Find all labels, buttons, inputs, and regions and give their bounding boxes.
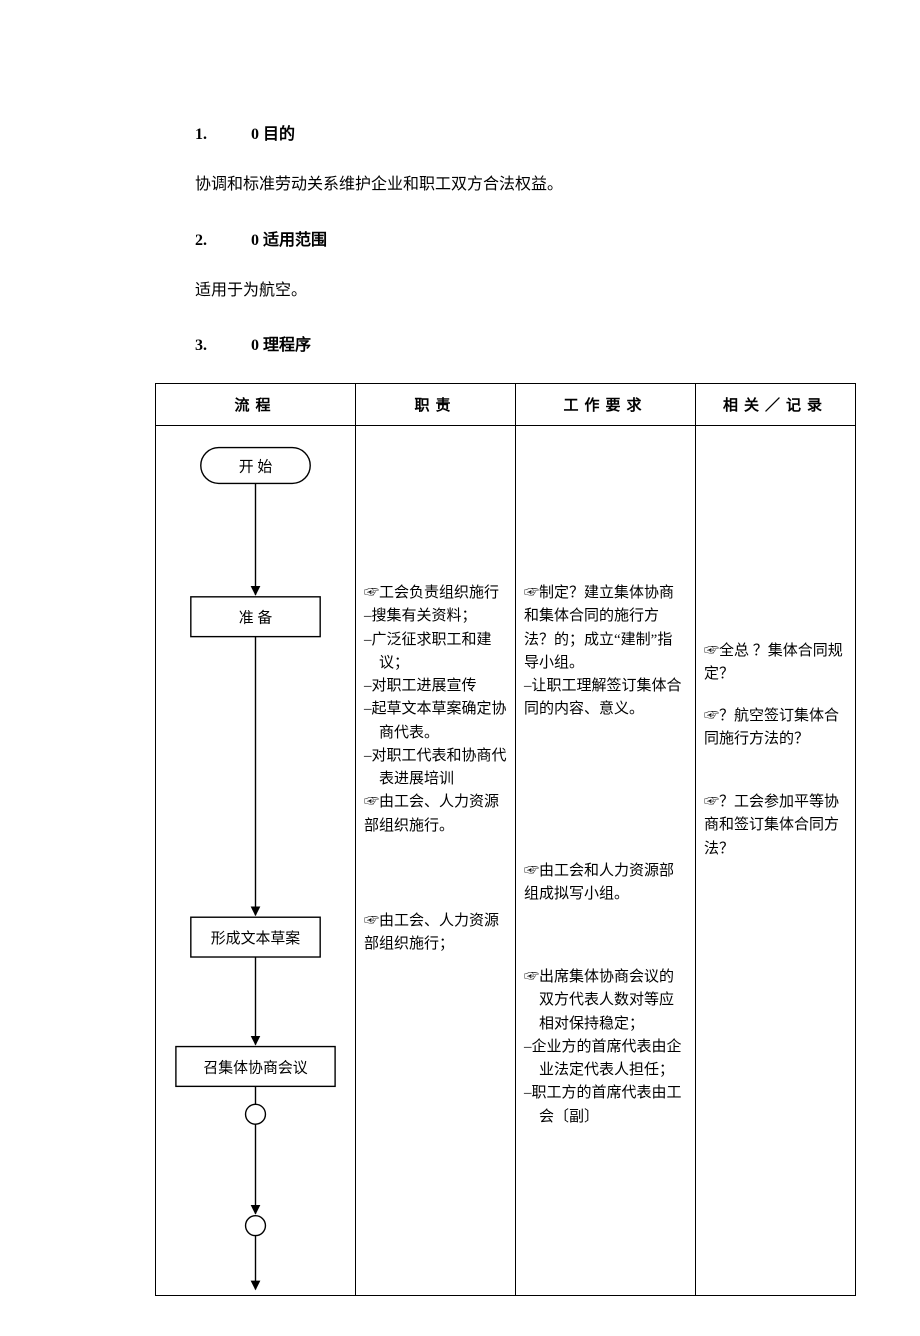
section-2-num: 2. (195, 232, 247, 250)
flow-node-meeting-label: 召集体协商会议 (203, 1060, 307, 1077)
rel-block: ☞全总 ？集体合同规定？ ☞？航空签订集体合同施行方法的？ ☞？工会参加平等协商… (704, 640, 847, 861)
rel-gap-2 (704, 751, 847, 791)
req-block-3: ☞出席集体协商会议的双方代表人数对等应相对保持稳定； –企业方的首席代表由企业法… (524, 966, 687, 1129)
rel-gap-1 (704, 687, 847, 705)
req-spacer-2 (524, 722, 687, 860)
section-2-title: 0 适用范围 (251, 232, 327, 249)
duty-b1-item-4: –对职工代表和协商代表进展培训 (364, 745, 507, 792)
req-cell: ☞制定？建立集体协商和集体合同的施行方法？的；成立“建制”指导小组。 –让职工理… (516, 426, 696, 1296)
flowchart-cell: 开 始 准 备 形成文本草案 (156, 426, 356, 1296)
col-req-header-text: 工作要求 (563, 398, 647, 414)
duty-b1-item-0: –搜集有关资料； (364, 605, 507, 628)
flow-node-start-label: 开 始 (239, 459, 273, 476)
req-r1a: ☞制定？建立集体协商和集体合同的施行方法？的；成立“建制”指导小组。 (524, 582, 687, 675)
section-3-title: 0 理程序 (251, 337, 311, 354)
section-1-heading: 1. 0 目的 (195, 120, 840, 144)
col-rel-header-text: 相关／记录 (723, 398, 828, 414)
req-r2: ☞由工会和人力资源部组成拟写小组。 (524, 860, 687, 907)
req-r3c: –职工方的首席代表由工会〔副〕 (524, 1082, 687, 1129)
duty-block-1: ☞工会负责组织施行 –搜集有关资料； –广泛征求职工和建议； –对职工进展宣传 … (364, 582, 507, 838)
req-spacer-3 (524, 906, 687, 966)
req-r3a: ☞出席集体协商会议的双方代表人数对等应相对保持稳定； (524, 966, 687, 1036)
col-flow-header: 流程 (156, 384, 356, 426)
rel-spacer-1 (704, 432, 847, 640)
section-1-text: 协调和标准劳动关系维护企业和职工双方合法权益。 (195, 172, 840, 198)
flow-node-draft-label: 形成文本草案 (211, 929, 301, 947)
flow-connector-2 (246, 1216, 266, 1236)
rel-l2: ☞？航空签订集体合同施行方法的？ (704, 705, 847, 752)
col-duty-header: 职责 (356, 384, 516, 426)
duty-spacer-2 (364, 838, 507, 910)
col-req-header: 工作要求 (516, 384, 696, 426)
duty-b1-item-1: –广泛征求职工和建议； (364, 629, 507, 676)
section-2-text: 适用于为航空。 (195, 278, 840, 304)
col-flow-header-text: 流程 (234, 398, 276, 414)
req-r1b: –让职工理解签订集体合同的内容、意义。 (524, 675, 687, 722)
duty-b1-item-3: –起草文本草案确定协商代表。 (364, 698, 507, 745)
duty-b1-list: –搜集有关资料； –广泛征求职工和建议； –对职工进展宣传 –起草文本草案确定协… (364, 605, 507, 791)
rel-cell: ☞全总 ？集体合同规定？ ☞？航空签订集体合同施行方法的？ ☞？工会参加平等协商… (696, 426, 856, 1296)
req-r3b: –企业方的首席代表由企业法定代表人担任； (524, 1036, 687, 1083)
procedure-table: 流程 职责 工作要求 相关／记录 (155, 383, 856, 1296)
req-block-2: ☞由工会和人力资源部组成拟写小组。 (524, 860, 687, 907)
flowchart-svg: 开 始 准 备 形成文本草案 (156, 426, 355, 1295)
req-block-1: ☞制定？建立集体协商和集体合同的施行方法？的；成立“建制”指导小组。 –让职工理… (524, 582, 687, 722)
section-1-title: 0 目的 (251, 126, 295, 143)
section-3-heading: 3. 0 理程序 (195, 331, 840, 355)
duty-block-3: ☞由工会、人力资源部组织施行； (364, 910, 507, 957)
rel-l3: ☞？工会参加平等协商和签订集体合同方法？ (704, 791, 847, 861)
duty-cell: ☞工会负责组织施行 –搜集有关资料； –广泛征求职工和建议； –对职工进展宣传 … (356, 426, 516, 1296)
duty-b3: ☞由工会、人力资源部组织施行； (364, 910, 507, 957)
duty-spacer-1 (364, 432, 507, 582)
section-3-num: 3. (195, 337, 247, 355)
col-duty-header-text: 职责 (414, 398, 456, 414)
rel-l1: ☞全总 ？集体合同规定？ (704, 640, 847, 687)
col-rel-header: 相关／记录 (696, 384, 856, 426)
table-header-row: 流程 职责 工作要求 相关／记录 (156, 384, 856, 426)
duty-b2: ☞由工会、人力资源部组织施行。 (364, 791, 507, 838)
flow-node-prepare-label: 准 备 (239, 610, 273, 627)
duty-b1-item-2: –对职工进展宣传 (364, 675, 507, 698)
flow-connector-1 (246, 1104, 266, 1124)
req-spacer-1 (524, 432, 687, 582)
section-2-heading: 2. 0 适用范围 (195, 226, 840, 250)
document-page: 1. 0 目的 协调和标准劳动关系维护企业和职工双方合法权益。 2. 0 适用范… (0, 0, 920, 1336)
section-1-num: 1. (195, 126, 247, 144)
table-body-row: 开 始 准 备 形成文本草案 (156, 426, 856, 1296)
duty-b1-lead: ☞工会负责组织施行 (364, 582, 507, 605)
